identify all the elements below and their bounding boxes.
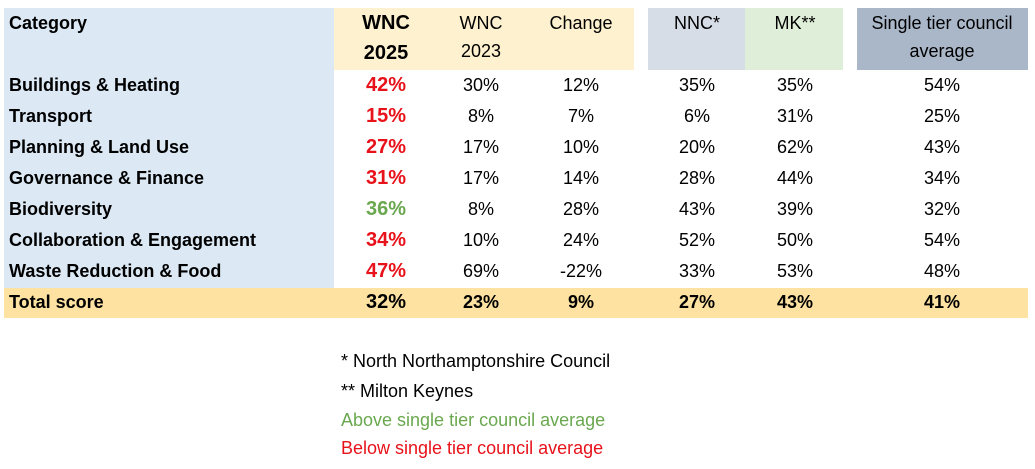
row-mk: 62% [776, 137, 814, 157]
row-change: 24% [562, 230, 600, 250]
row-wnc2023: 10% [462, 230, 500, 250]
row-avg: 34% [923, 168, 961, 188]
row-mk: 53% [776, 261, 814, 281]
mk-header-fill [745, 8, 843, 70]
mk-footnote: ** Milton Keynes [341, 381, 474, 401]
row-wnc2025: 34% [365, 229, 407, 251]
total-label: Total score [9, 292, 104, 312]
row-mk: 44% [776, 168, 814, 188]
nnc-footnote: * North Northamptonshire Council [341, 351, 611, 371]
row-wnc2025: 47% [365, 260, 407, 282]
header-wnc2023-line1: WNC [459, 13, 503, 33]
row-wnc2025: 42% [365, 74, 407, 96]
row-mk: 39% [776, 199, 814, 219]
row-change: 10% [562, 137, 600, 157]
row-mk: 50% [776, 230, 814, 250]
row-wnc2025: 27% [365, 136, 407, 158]
header-nnc: NNC* [673, 13, 721, 33]
row-wnc2023: 17% [462, 137, 500, 157]
row-avg: 32% [923, 199, 961, 219]
row-nnc: 43% [678, 199, 716, 219]
row-wnc2025: 36% [365, 198, 407, 220]
header-category: Category [9, 13, 88, 33]
row-category: Buildings & Heating [9, 75, 180, 95]
row-nnc: 6% [683, 106, 711, 126]
row-wnc2023: 8% [467, 199, 495, 219]
row-nnc: 52% [678, 230, 716, 250]
row-mk: 35% [776, 75, 814, 95]
row-avg: 48% [923, 261, 961, 281]
row-category: Collaboration & Engagement [9, 230, 257, 250]
row-nnc: 28% [678, 168, 716, 188]
total-avg: 41% [923, 292, 961, 312]
row-change: 14% [562, 168, 600, 188]
row-nnc: 33% [678, 261, 716, 281]
category-column-fill [4, 8, 334, 288]
total-change: 9% [567, 292, 595, 312]
row-avg: 54% [923, 230, 961, 250]
total-row-fill [4, 288, 1028, 318]
header-avg-line1: Single tier council [871, 13, 1013, 33]
change-header-fill [534, 8, 634, 70]
total-wnc2025: 32% [365, 291, 407, 313]
row-mk: 31% [776, 106, 814, 126]
header-wnc2025-line1: WNC [362, 12, 410, 34]
above-average-key: Above single tier council average [341, 410, 606, 430]
header-mk: MK** [774, 13, 816, 33]
total-wnc2023: 23% [462, 292, 500, 312]
row-category: Biodiversity [9, 199, 113, 219]
row-category: Governance & Finance [9, 168, 205, 188]
row-change: 28% [562, 199, 600, 219]
row-avg: 43% [923, 137, 961, 157]
avg-header-fill [857, 8, 1028, 70]
row-wnc2025: 31% [365, 167, 407, 189]
row-wnc2023: 8% [467, 106, 495, 126]
wnc2023-header-fill [434, 8, 534, 70]
header-avg-line2: average [909, 41, 975, 61]
wnc2025-header-fill [334, 8, 434, 70]
row-avg: 25% [923, 106, 961, 126]
total-mk: 43% [776, 292, 814, 312]
row-wnc2023: 30% [462, 75, 500, 95]
row-nnc: 35% [678, 75, 716, 95]
total-nnc: 27% [678, 292, 716, 312]
header-wnc2025-line2: 2025 [363, 42, 409, 64]
row-wnc2023: 69% [462, 261, 500, 281]
row-wnc2025: 15% [365, 105, 407, 127]
row-nnc: 20% [678, 137, 716, 157]
below-average-key: Below single tier council average [341, 438, 604, 458]
row-wnc2023: 17% [462, 168, 500, 188]
row-category: Waste Reduction & Food [9, 261, 222, 281]
row-change: 12% [562, 75, 600, 95]
row-change: -22% [559, 261, 603, 281]
header-wnc2023-line2: 2023 [460, 41, 502, 61]
row-avg: 54% [923, 75, 961, 95]
header-change: Change [549, 13, 613, 33]
row-category: Planning & Land Use [9, 137, 190, 157]
row-category: Transport [9, 106, 93, 126]
row-change: 7% [567, 106, 595, 126]
nnc-header-fill [648, 8, 745, 70]
